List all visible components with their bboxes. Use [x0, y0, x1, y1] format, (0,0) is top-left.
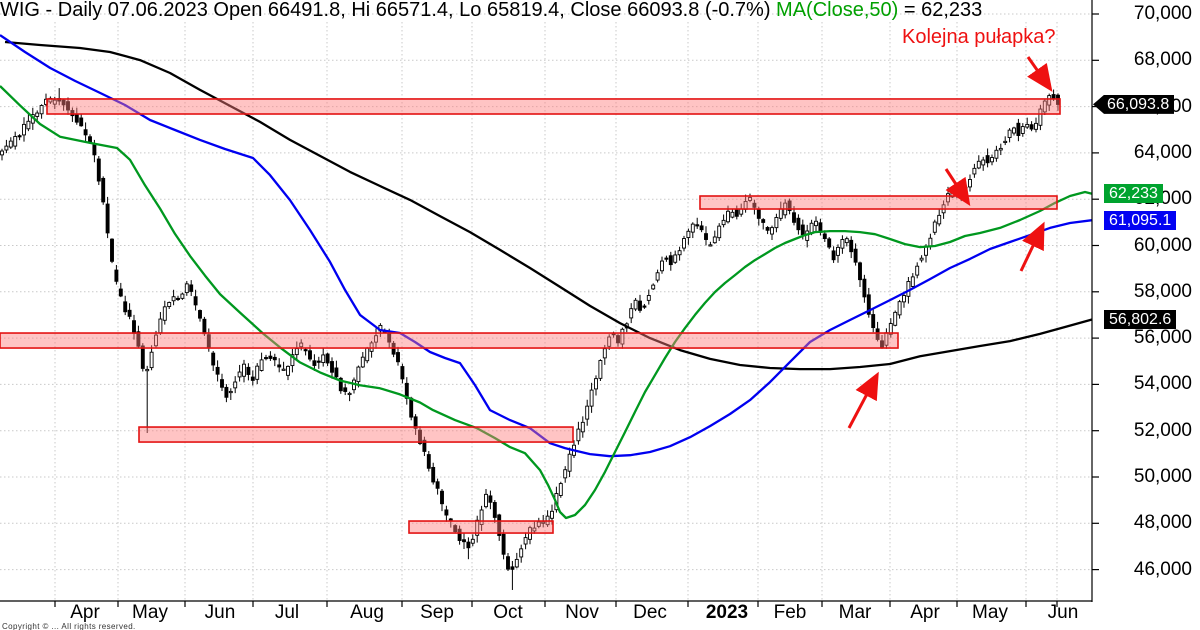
x-axis-label: Apr — [70, 602, 100, 623]
zone-rect — [138, 426, 574, 443]
zone-rect — [0, 332, 899, 349]
red-arrow — [944, 168, 971, 207]
x-axis-label: May — [972, 602, 1008, 623]
zone-rect — [408, 520, 554, 534]
resistance-zones — [0, 98, 1061, 534]
y-axis-label: 50,000 — [1133, 466, 1192, 487]
x-axis-label: Mar — [838, 602, 872, 623]
y-axis-label: 48,000 — [1133, 512, 1192, 534]
x-axis-label: May — [132, 602, 168, 623]
copyright-note: Copyright © ... All rights reserved. — [2, 622, 136, 630]
price-badge: 56,802.6 — [1104, 310, 1177, 330]
x-axis-label: Apr — [910, 602, 940, 623]
ma50-line — [0, 85, 1093, 520]
y-axis-label: 52,000 — [1133, 419, 1192, 441]
x-axis-label: Feb — [773, 602, 807, 623]
red-arrow — [1019, 221, 1045, 272]
x-axis-label: Dec — [633, 602, 667, 623]
annotation-arrows — [847, 56, 1053, 429]
zone-rect — [699, 195, 1058, 210]
zone-rect — [46, 98, 1061, 115]
candlesticks — [0, 88, 1060, 590]
red-arrow — [1026, 56, 1053, 92]
ma-black-line — [4, 40, 1093, 371]
chart-title: WIG - Daily 07.06.2023 Open 66491.8, Hi … — [0, 0, 1091, 22]
y-axis-label: 56,000 — [1133, 327, 1192, 349]
axes — [0, 0, 1099, 607]
x-axis-label: Jun — [204, 602, 236, 623]
ma-blue-line — [0, 34, 1093, 458]
y-axis-label: 64,000 — [1133, 141, 1192, 163]
x-axis-label: Oct — [493, 602, 523, 623]
price-badge: 61,095.1 — [1104, 210, 1177, 230]
red-arrow — [847, 371, 879, 429]
price-badge: 66,093.8 — [1093, 94, 1175, 114]
y-axis-label: 46,000 — [1133, 558, 1192, 580]
x-axis-label: 2023 — [705, 602, 749, 623]
title-ohlc-text: WIG - Daily 07.06.2023 Open 66491.8, Hi … — [0, 0, 777, 21]
title-ma-value: = 62,233 — [898, 0, 983, 21]
title-ma-label: MA(Close,50) — [776, 0, 899, 21]
y-axis-label: 70,000 — [1133, 3, 1192, 24]
y-axis-label: 60,000 — [1133, 234, 1192, 256]
y-axis-label: 68,000 — [1133, 49, 1192, 71]
x-axis-label: Jun — [1047, 602, 1079, 623]
y-axis-label: 54,000 — [1133, 373, 1192, 395]
y-axis-label: 58,000 — [1133, 280, 1192, 302]
annotation-kolejna-pulapka: Kolejna pułapka? — [902, 26, 1056, 48]
x-axis-label: Aug — [350, 602, 384, 623]
x-axis-label: Sep — [420, 602, 454, 623]
x-axis-label: Nov — [565, 602, 599, 623]
price-badge: 62,233 — [1104, 184, 1163, 204]
x-axis-label: Jul — [274, 602, 300, 623]
